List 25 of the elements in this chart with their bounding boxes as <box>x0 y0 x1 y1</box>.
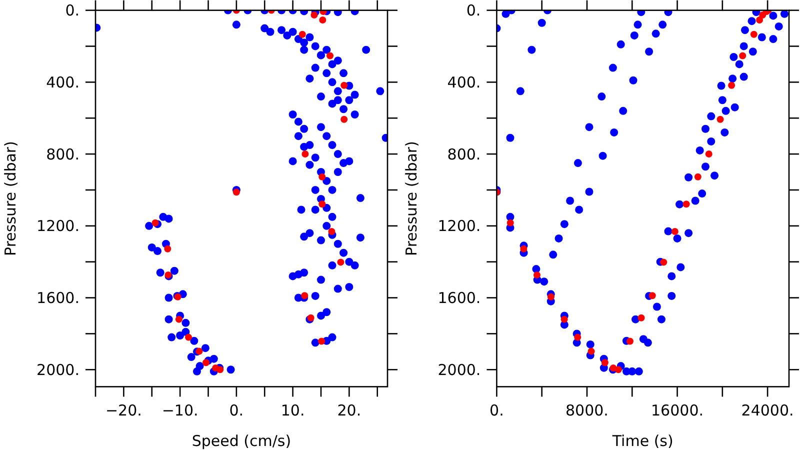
x-tick-label: 0. <box>229 402 244 420</box>
x-tick-label: 8000. <box>566 402 608 420</box>
y-tick-label: 800. <box>447 145 481 164</box>
y-tick-label: 2000. <box>36 360 80 379</box>
y-tick-label: 1200. <box>438 217 481 236</box>
y-tick-label: 800. <box>46 145 80 164</box>
x-tick-label: 16000. <box>651 402 704 420</box>
x-tick-label: 0. <box>490 402 504 420</box>
y-tick-label: 0. <box>466 2 481 20</box>
y-tick-label: 1200. <box>36 217 80 236</box>
x-axis-title: Time (s) <box>611 432 674 450</box>
x-tick-label: 24000. <box>741 402 794 420</box>
x-tick-label: 20. <box>337 402 362 420</box>
x-tick-label: 10. <box>280 402 305 420</box>
x-axis-title: Speed (cm/s) <box>192 432 292 450</box>
y-tick-label: 0. <box>65 2 80 20</box>
y-tick-label: 2000. <box>438 360 481 379</box>
y-tick-label: 1600. <box>36 289 80 308</box>
y-tick-label: 400. <box>46 73 80 92</box>
y-axis-title: Pressure (dbar) <box>2 141 20 256</box>
y-tick-label: 1600. <box>438 289 481 308</box>
y-axis-title: Pressure (dbar) <box>402 141 421 256</box>
x-tick-label: −10. <box>162 402 198 420</box>
x-tick-label: −20. <box>105 402 142 420</box>
y-tick-label: 400. <box>447 73 481 92</box>
